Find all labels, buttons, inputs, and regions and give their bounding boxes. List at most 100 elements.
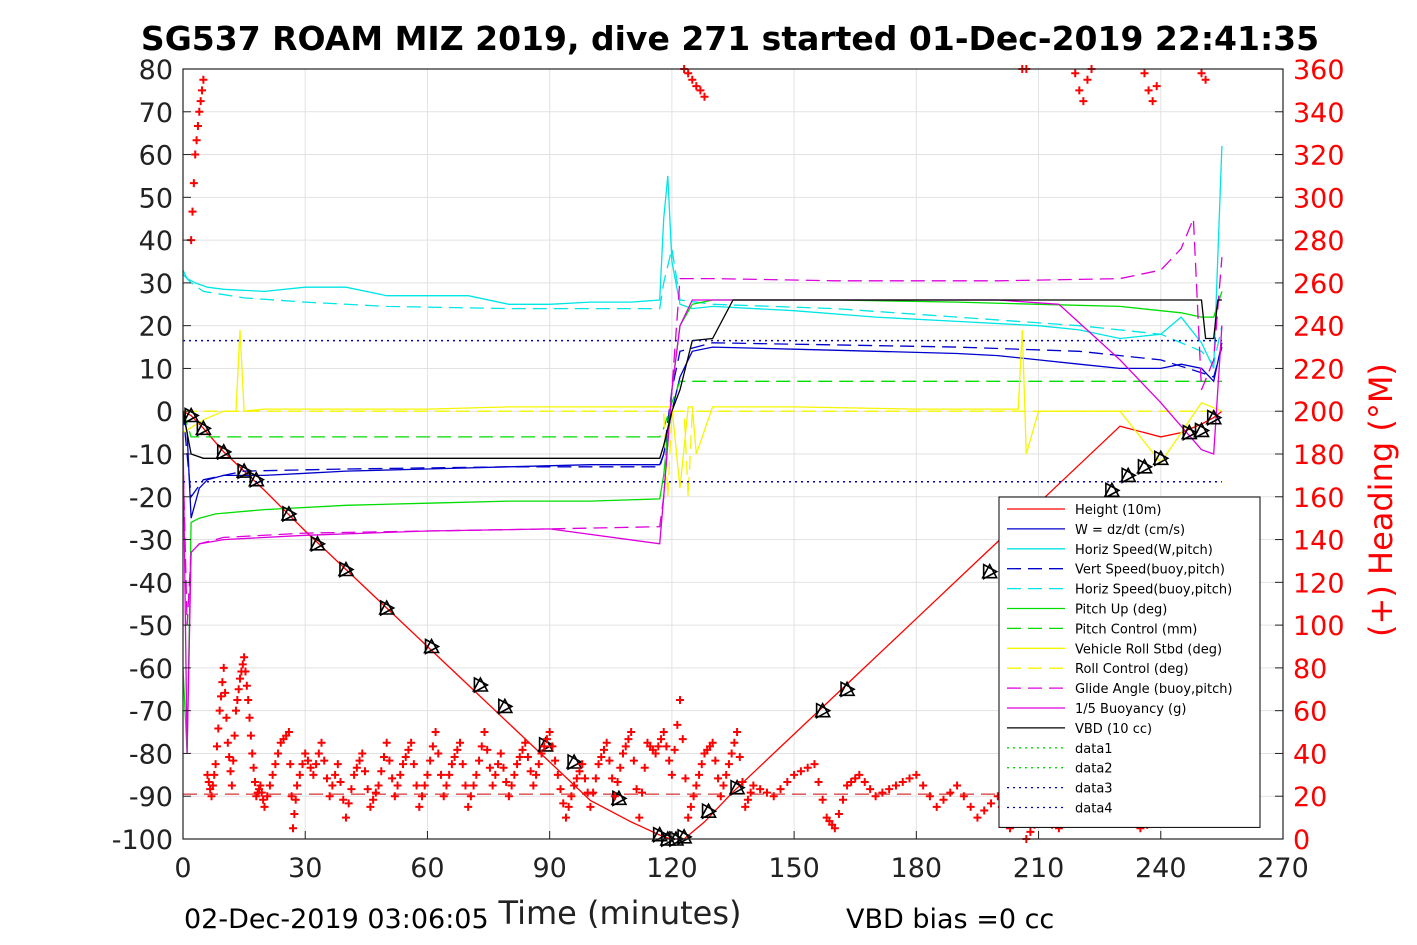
dive-marker-up [1152, 449, 1170, 466]
heading-point [599, 745, 608, 754]
dive-marker-right [612, 790, 628, 807]
heading-point [708, 738, 717, 747]
heading-point [374, 781, 383, 790]
legend-label: data1 [1075, 742, 1113, 757]
heading-point [249, 763, 258, 772]
heading-point [769, 792, 778, 801]
heading-point [684, 69, 693, 78]
heading-point [830, 824, 839, 833]
y2-tick-label: 300 [1293, 183, 1345, 214]
heading-point [355, 756, 364, 765]
y-tick-label: -60 [129, 654, 173, 685]
heading-point [344, 799, 353, 808]
right-axis-ticks: 3603403203002802602402202001801601401201… [1275, 55, 1345, 856]
heading-point [461, 781, 470, 790]
heading-point [580, 774, 589, 783]
heading-point [551, 756, 560, 765]
heading-point [810, 760, 819, 769]
series-line-10 [182, 299, 1223, 754]
heading-point [256, 781, 265, 790]
x-tick-label: 210 [1013, 853, 1065, 884]
y2-tick-label: 100 [1293, 611, 1345, 642]
dive-marker-up [1119, 466, 1137, 483]
heading-point [688, 75, 697, 84]
dive-marker-up [423, 637, 440, 654]
dive-marker-up [838, 680, 856, 697]
y2-tick-label: 180 [1293, 440, 1345, 471]
heading-point [211, 760, 220, 769]
heading-point [746, 788, 755, 797]
y-tick-label: -40 [129, 568, 173, 599]
heading-point [1144, 86, 1153, 95]
legend-label: Vert Speed(buoy,pitch) [1075, 563, 1225, 578]
y2-tick-label: 320 [1293, 141, 1345, 172]
heading-point [291, 795, 300, 804]
heading-point [453, 745, 462, 754]
heading-point [193, 122, 202, 131]
heading-point [215, 706, 224, 715]
heading-point [556, 785, 565, 794]
y2-tick-label: 220 [1293, 354, 1345, 385]
heading-point [891, 781, 900, 790]
series-line-11 [182, 299, 1222, 459]
heading-point [616, 763, 625, 772]
heading-point [208, 781, 217, 790]
heading-point [363, 785, 372, 794]
heading-point [407, 738, 416, 747]
dive-marker-right [677, 828, 693, 846]
legend-label: Glide Angle (buoy,pitch) [1075, 682, 1233, 697]
heading-point [594, 760, 603, 769]
heading-point [472, 770, 481, 779]
x-tick-label: 270 [1257, 853, 1309, 884]
heading-point [265, 781, 274, 790]
heading-point [515, 753, 524, 762]
heading-point [776, 785, 785, 794]
y-tick-label: -20 [129, 483, 173, 514]
heading-point [188, 207, 197, 216]
dive-marker-up [1205, 408, 1223, 425]
dive-marker-right [567, 753, 583, 771]
y2-tick-label: 40 [1293, 739, 1327, 770]
heading-point [966, 802, 975, 811]
heading-point [610, 792, 619, 801]
heading-point [371, 788, 380, 797]
heading-point [1197, 69, 1206, 78]
heading-point [317, 738, 326, 747]
dive-marker-right [424, 638, 441, 655]
dive-marker-right [498, 698, 514, 715]
y-tick-label: -10 [129, 440, 173, 471]
heading-point [333, 760, 342, 769]
x-tick-label: 30 [288, 853, 322, 884]
heading-point [248, 749, 257, 758]
dive-marker-up [182, 406, 200, 423]
dive-marker-up [1103, 481, 1121, 498]
dive-marker-right [249, 471, 266, 489]
heading-point [567, 792, 576, 801]
heading-point [851, 774, 860, 783]
heading-point [192, 136, 201, 145]
y-tick-label: 70 [139, 98, 173, 129]
heading-point [496, 749, 505, 758]
footer-timestamp: 02-Dec-2019 03:06:05 [184, 904, 489, 935]
heading-point [303, 756, 312, 765]
heading-point [1083, 75, 1092, 84]
heading-point [352, 763, 361, 772]
heading-point [659, 728, 668, 737]
heading-point [475, 756, 484, 765]
heading-point [225, 753, 234, 762]
heading-point [1152, 82, 1161, 91]
heading-point [591, 774, 600, 783]
heading-point [217, 692, 226, 701]
heading-point [537, 749, 546, 758]
heading-point [393, 781, 402, 790]
heading-point [980, 806, 989, 815]
series-layer [182, 145, 1223, 840]
heading-point [390, 792, 399, 801]
y2-tick-label: 260 [1293, 269, 1345, 300]
y2-tick-label: 140 [1293, 526, 1345, 557]
dive-marker-up [565, 753, 583, 769]
heading-point [692, 82, 701, 91]
heading-point [714, 774, 723, 783]
heading-point [676, 695, 685, 704]
heading-point [458, 760, 467, 769]
